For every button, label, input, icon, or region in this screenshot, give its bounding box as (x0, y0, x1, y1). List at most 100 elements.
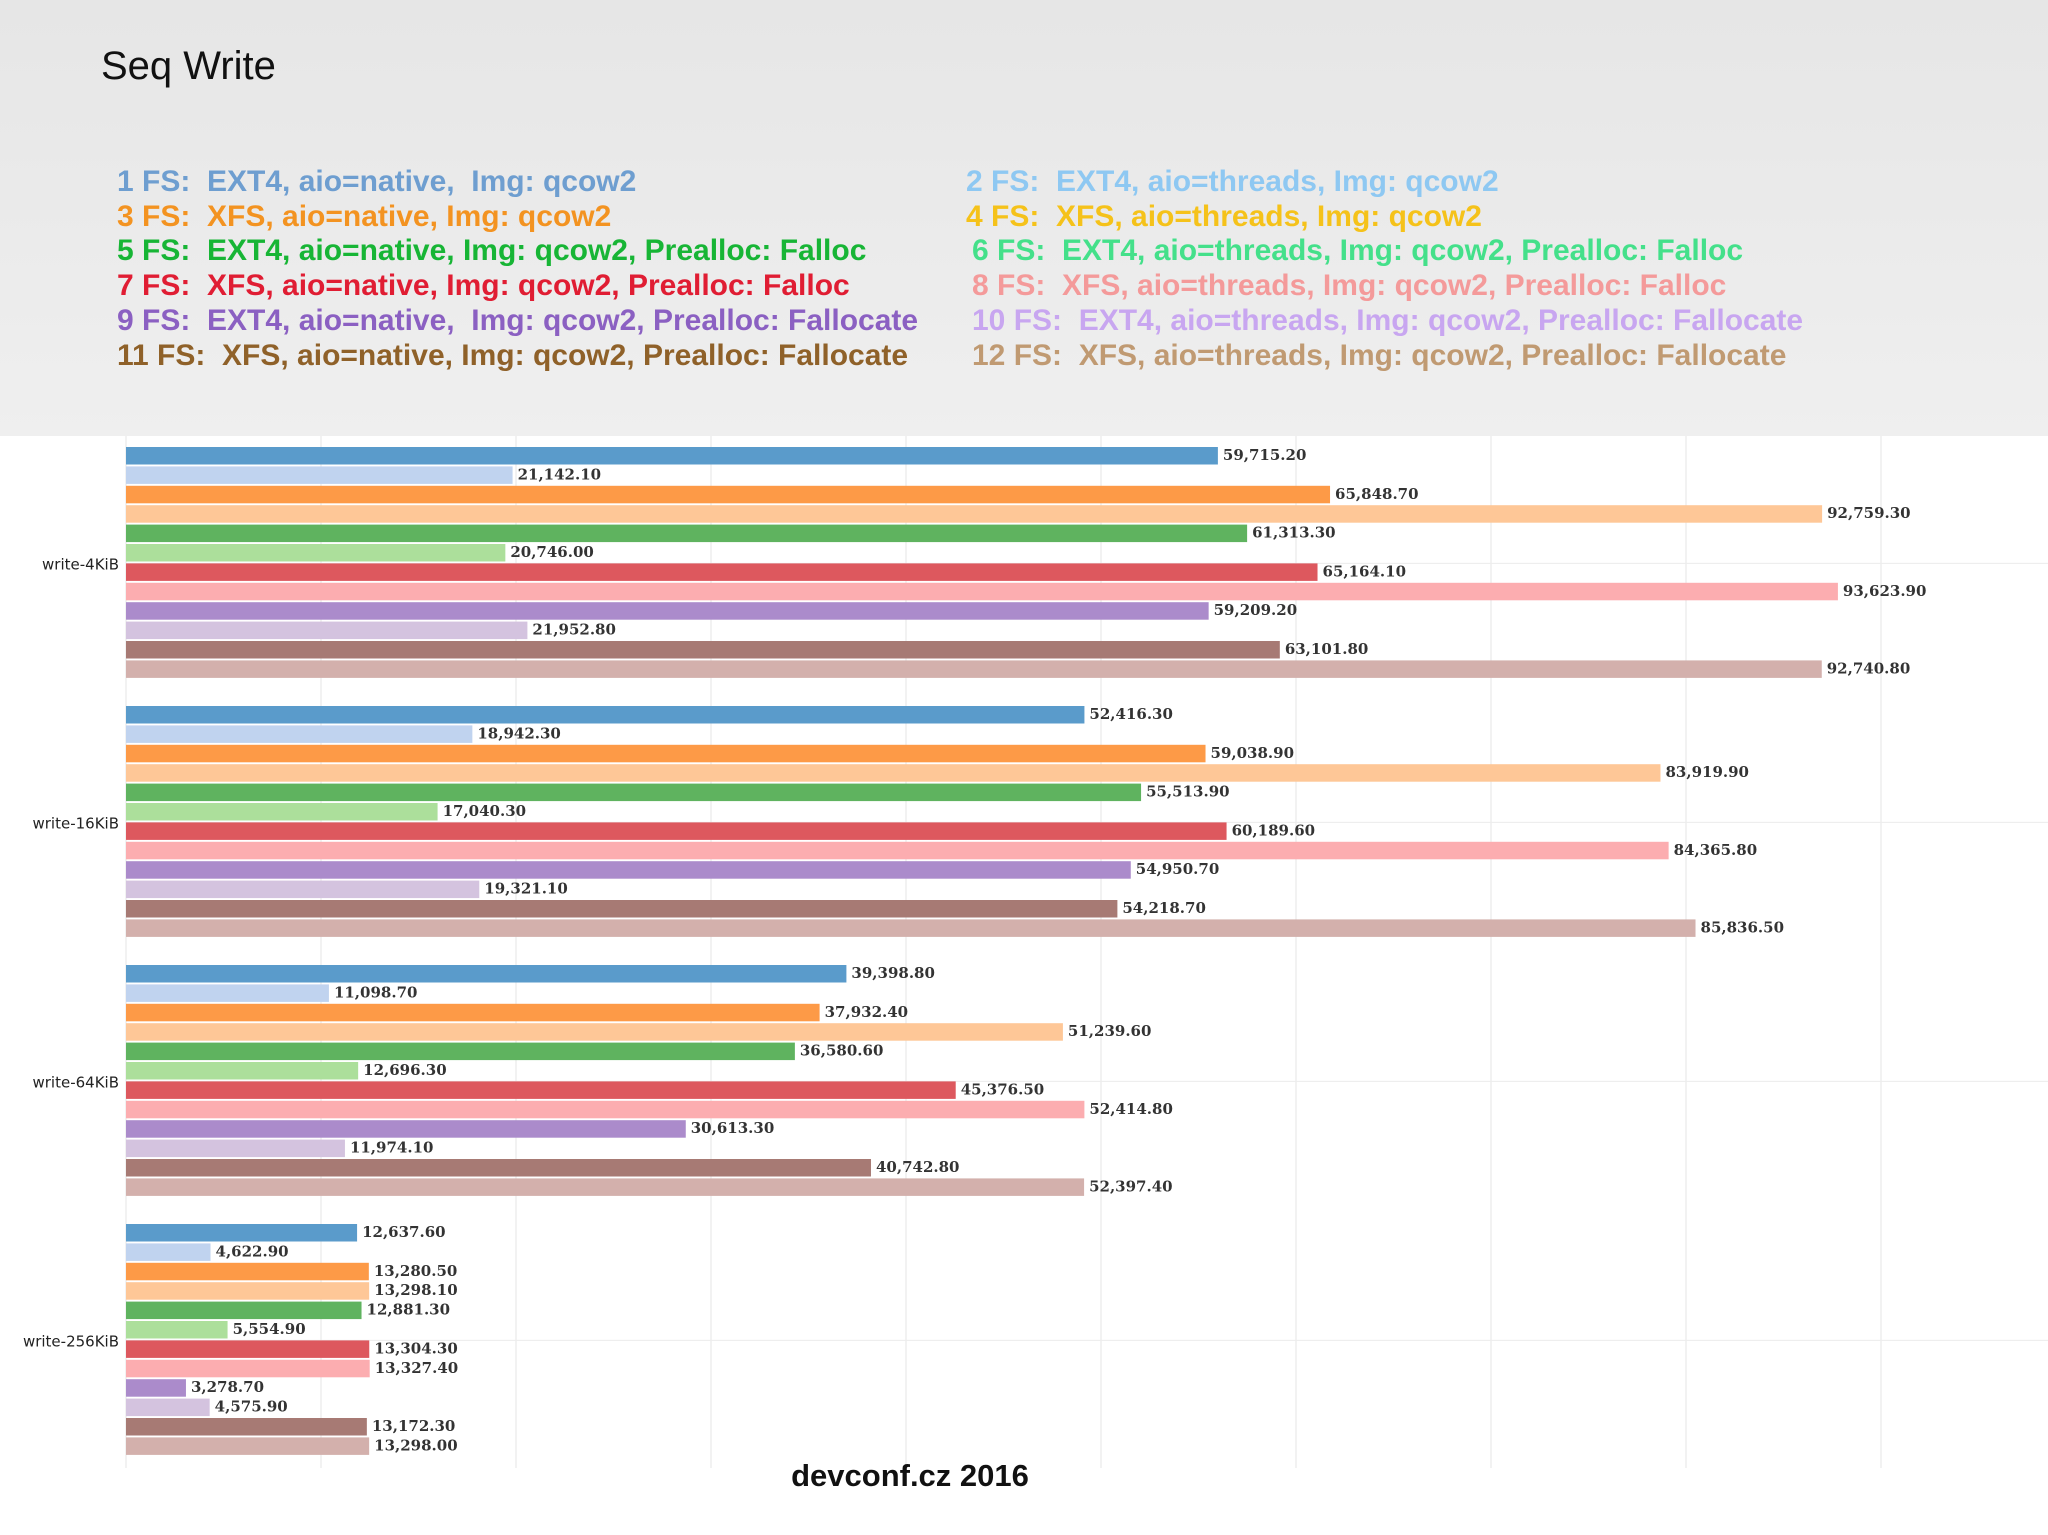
data-label: 65,848.70 (1335, 485, 1419, 503)
bar (126, 1224, 358, 1242)
data-label: 12,881.30 (367, 1301, 451, 1319)
legend-entry: 11 FS: XFS, aio=native, Img: qcow2, Prea… (117, 338, 909, 372)
header-band: Seq Write (0, 0, 2048, 436)
legend-entry: 10 FS: EXT4, aio=threads, Img: qcow2, Pr… (972, 303, 1804, 337)
data-label: 20,746.00 (510, 543, 594, 561)
bar (126, 466, 513, 484)
bar (126, 1139, 345, 1158)
data-label: 60,189.60 (1232, 821, 1316, 839)
legend-entry: 1 FS: EXT4, aio=native, Img: qcow2 (117, 165, 637, 198)
legend-entry: 8 FS: XFS, aio=threads, Img: qcow2, Prea… (972, 269, 1727, 303)
page-title: Seq Write (101, 44, 276, 88)
legend-entry: 4 FS: XFS, aio=threads, Img: qcow2 (966, 199, 1482, 233)
data-label: 13,280.50 (374, 1262, 458, 1280)
bar (126, 524, 1248, 543)
data-label: 61,313.30 (1252, 524, 1336, 542)
data-label: 52,397.40 (1089, 1177, 1173, 1195)
category-label: write-4KiB (42, 555, 119, 573)
legend-entry: 9 FS: EXT4, aio=native, Img: qcow2, Prea… (117, 303, 919, 337)
bar (126, 1120, 686, 1138)
legend-entry: 2 FS: EXT4, aio=threads, Img: qcow2 (966, 165, 1499, 198)
data-label: 4,575.90 (215, 1398, 288, 1416)
data-label: 54,218.70 (1122, 899, 1206, 917)
data-label: 36,580.60 (800, 1042, 884, 1060)
data-label: 93,623.90 (1843, 582, 1927, 600)
bar (126, 505, 1823, 523)
category-label: write-64KiB (32, 1073, 119, 1091)
bar (126, 1282, 370, 1300)
data-label: 19,321.10 (484, 880, 568, 898)
bar (126, 447, 1218, 465)
data-label: 3,278.70 (191, 1378, 264, 1396)
category-label: write-16KiB (32, 814, 119, 832)
data-label: 54,950.70 (1136, 860, 1220, 878)
bar (126, 563, 1318, 581)
bar (126, 1023, 1063, 1041)
data-label: 55,513.90 (1146, 783, 1230, 801)
bar (126, 1159, 871, 1177)
bar (126, 1398, 210, 1417)
bar (126, 582, 1838, 601)
data-label: 63,101.80 (1285, 640, 1369, 658)
category-label: write-256KiB (23, 1332, 119, 1350)
bar (126, 822, 1227, 840)
bar (126, 544, 506, 562)
data-label: 39,398.80 (851, 964, 935, 982)
data-label: 92,740.80 (1827, 659, 1911, 677)
data-label: 40,742.80 (876, 1158, 960, 1176)
bar (126, 1301, 362, 1320)
bar (126, 1081, 956, 1099)
data-label: 12,696.30 (363, 1061, 447, 1079)
bar (126, 621, 528, 640)
data-label: 59,209.20 (1214, 601, 1298, 619)
data-label: 92,759.30 (1827, 504, 1911, 522)
data-label: 13,304.30 (374, 1339, 458, 1357)
bar (126, 919, 1696, 937)
bar (126, 485, 1331, 504)
data-label: 5,554.90 (233, 1320, 306, 1338)
bar (126, 900, 1118, 918)
bar (126, 1321, 228, 1339)
legend-entry: 12 FS: XFS, aio=threads, Img: qcow2, Pre… (972, 338, 1787, 372)
bar (126, 725, 473, 743)
bar (126, 1100, 1085, 1119)
bar (126, 744, 1206, 763)
data-label: 13,327.40 (375, 1359, 459, 1377)
data-label: 65,164.10 (1323, 562, 1407, 580)
data-label: 4,622.90 (216, 1242, 289, 1260)
data-label: 13,298.10 (374, 1281, 458, 1299)
legend-entry: 3 FS: XFS, aio=native, Img: qcow2 (117, 199, 612, 233)
bar (126, 764, 1661, 782)
bar (126, 965, 847, 983)
legend: 1 FS: EXT4, aio=native, Img: qcow2 2 FS: … (0, 0, 2048, 436)
data-label: 85,836.50 (1701, 918, 1785, 936)
data-label: 45,376.50 (961, 1080, 1045, 1098)
data-label: 11,098.70 (334, 983, 418, 1001)
data-label: 30,613.30 (691, 1119, 775, 1137)
data-label: 21,142.10 (518, 465, 602, 483)
bar (126, 706, 1085, 724)
bar (126, 1379, 186, 1397)
legend-entry: 6 FS: EXT4, aio=threads, Img: qcow2, Pre… (972, 234, 1744, 268)
bar (126, 1437, 370, 1455)
bar (126, 984, 329, 1002)
data-label: 13,298.00 (374, 1436, 458, 1454)
bar (126, 783, 1142, 802)
bar (126, 1262, 369, 1281)
data-label: 11,974.10 (350, 1139, 434, 1157)
bar (126, 602, 1209, 620)
bar (126, 660, 1822, 678)
data-label: 12,637.60 (362, 1223, 446, 1241)
data-label: 51,239.60 (1068, 1022, 1152, 1040)
footer-text: devconf.cz 2016 (791, 1458, 1029, 1493)
data-label: 37,932.40 (825, 1003, 909, 1021)
bar (126, 1340, 370, 1358)
data-label: 52,416.30 (1089, 705, 1173, 723)
data-label: 21,952.80 (532, 621, 616, 639)
data-label: 18,942.30 (477, 724, 561, 742)
bar (126, 641, 1280, 659)
bar (126, 1359, 370, 1378)
bar-chart: write-4KiB 59,715.20 21,142.10 65,848.70 92,… (23, 436, 2048, 1468)
data-label: 52,414.80 (1089, 1100, 1173, 1118)
bar (126, 1178, 1085, 1196)
